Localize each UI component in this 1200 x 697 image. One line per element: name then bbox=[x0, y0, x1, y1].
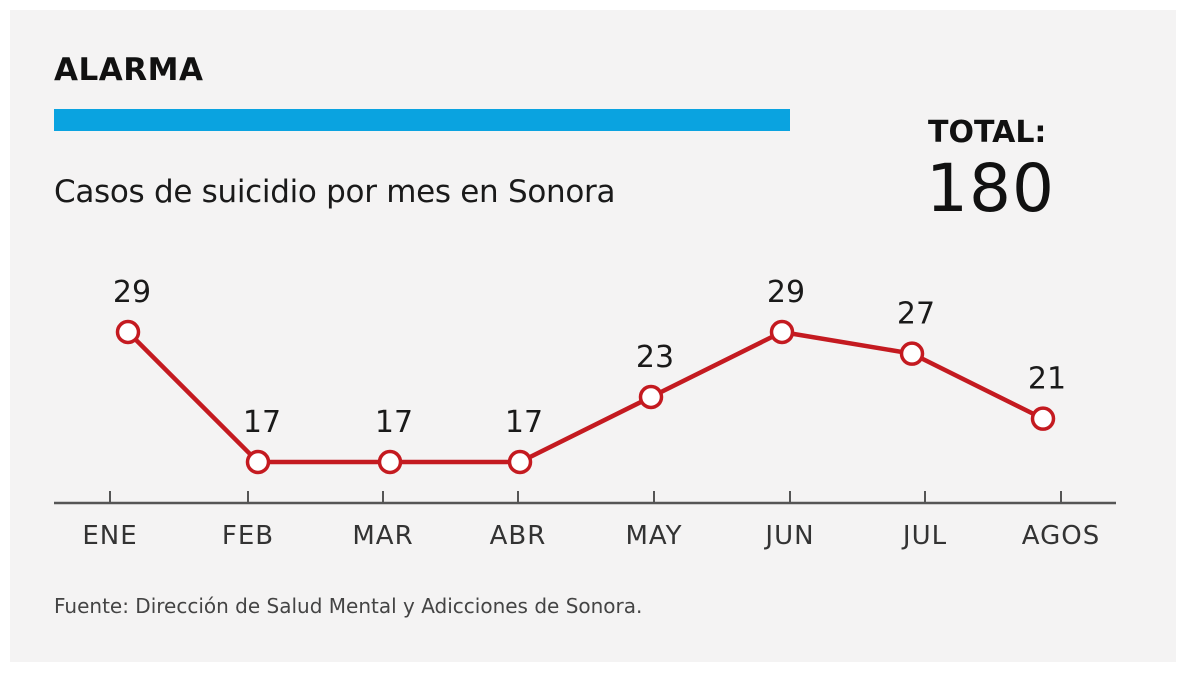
x-tick-label: AGOS bbox=[1022, 521, 1100, 551]
source-note: Fuente: Dirección de Salud Mental y Adic… bbox=[54, 594, 643, 618]
data-point bbox=[507, 449, 533, 475]
x-tick-label: JUN bbox=[763, 521, 814, 551]
data-point bbox=[115, 319, 141, 345]
data-label: 21 bbox=[1028, 362, 1066, 397]
data-point bbox=[769, 319, 795, 345]
chart-title: Casos de suicidio por mes en Sonora bbox=[54, 174, 616, 210]
data-point bbox=[899, 341, 925, 366]
data-label: 17 bbox=[505, 405, 543, 440]
data-label: 29 bbox=[767, 275, 805, 310]
data-label: 17 bbox=[375, 405, 413, 440]
x-tick-label: ABR bbox=[490, 521, 547, 551]
series-line bbox=[126, 329, 1045, 465]
data-label: 17 bbox=[243, 405, 281, 440]
x-tick-label: JUL bbox=[901, 521, 947, 551]
data-label: 23 bbox=[636, 340, 674, 375]
x-tick-label: ENE bbox=[82, 521, 137, 551]
accent-bar bbox=[54, 109, 790, 131]
data-label: 29 bbox=[113, 275, 151, 310]
kicker-title: ALARMA bbox=[54, 52, 204, 88]
x-tick-label: MAY bbox=[625, 521, 682, 551]
data-label: 27 bbox=[897, 297, 935, 332]
data-point bbox=[245, 449, 271, 475]
total-value: 180 bbox=[926, 150, 1055, 227]
data-point bbox=[1030, 406, 1056, 431]
data-point bbox=[638, 384, 664, 410]
total-label: TOTAL: bbox=[928, 115, 1047, 150]
x-tick-label: MAR bbox=[352, 521, 413, 551]
x-tick-label: FEB bbox=[222, 521, 274, 551]
data-point bbox=[377, 449, 403, 475]
